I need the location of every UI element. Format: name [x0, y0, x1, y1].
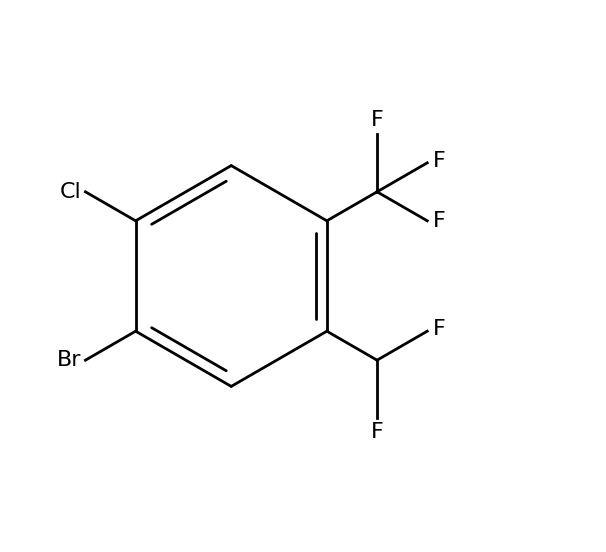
Text: Br: Br: [56, 350, 81, 370]
Text: F: F: [371, 110, 384, 130]
Text: F: F: [433, 211, 445, 231]
Text: F: F: [433, 319, 445, 339]
Text: F: F: [371, 422, 384, 442]
Text: F: F: [433, 151, 445, 171]
Text: Cl: Cl: [59, 182, 81, 202]
